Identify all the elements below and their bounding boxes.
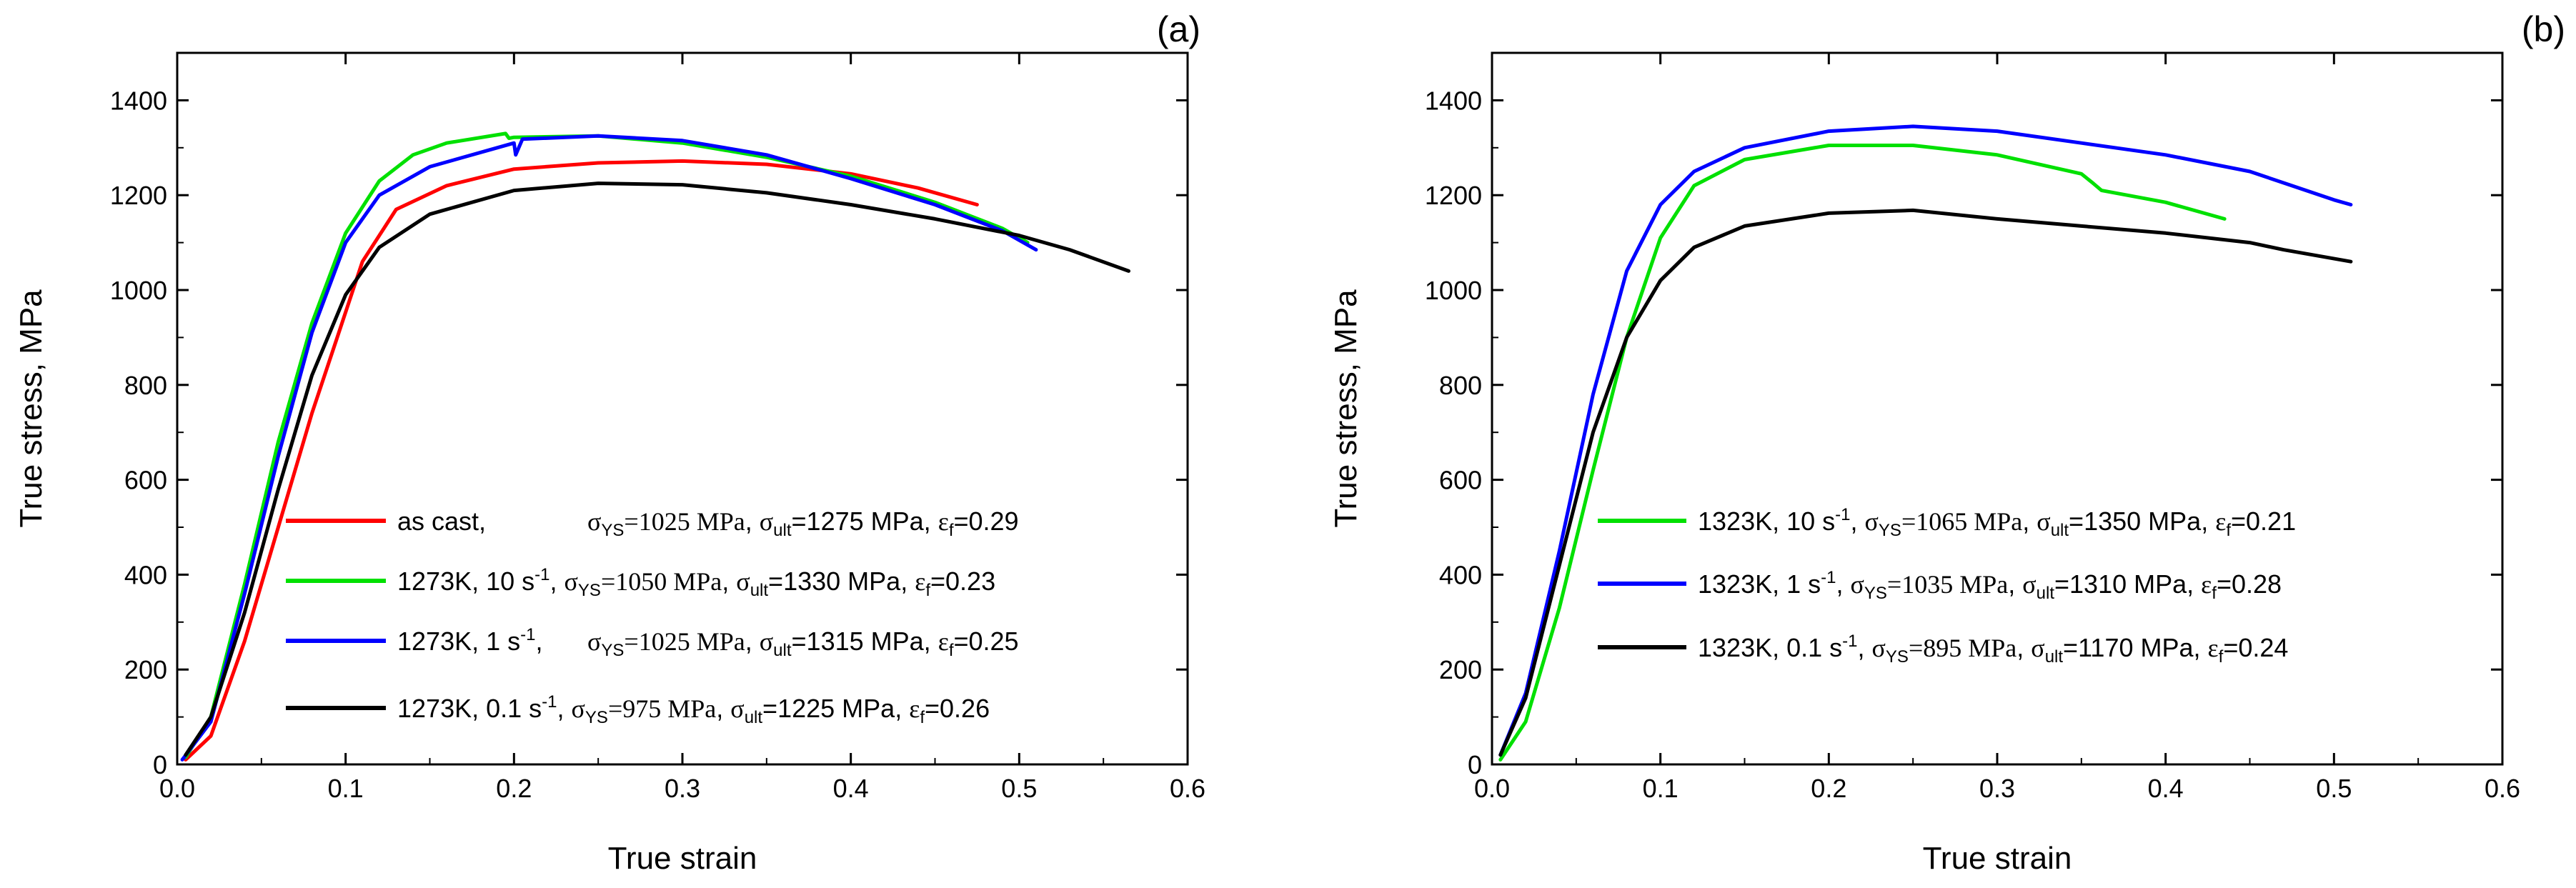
legend-ef-1273k-01: =0.26 — [925, 694, 990, 723]
panel-b-xtick-label-6: 0.6 — [2485, 774, 2520, 803]
legend-ult-1323k-1: =1310 MPa — [2054, 569, 2187, 599]
panel-b-xlabel: True strain — [1923, 841, 2072, 876]
panel-a-xtick-label-4: 0.4 — [833, 774, 869, 803]
panel-a-ytick-label-2: 400 — [124, 560, 167, 589]
panel-a-xtick-label-6: 0.6 — [1170, 774, 1205, 803]
svg-text:σYS=1025 MPa, σult=1315 MPa, ε: σYS=1025 MPa, σult=1315 MPa, εf=0.25 — [587, 627, 1019, 660]
panel-b-xtick-label-4: 0.4 — [2148, 774, 2184, 803]
panel-b-ytick-label-0: 0 — [1468, 750, 1482, 779]
svg-text:1273K, 10 s-1, σYS=1050 MPa, σ: 1273K, 10 s-1, σYS=1050 MPa, σult=1330 M… — [397, 565, 995, 600]
svg-text:1323K, 0.1 s-1, σYS=895 MPa, σ: 1323K, 0.1 s-1, σYS=895 MPa, σult=1170 M… — [1698, 632, 2288, 667]
panel-a-xtick-label-0: 0.0 — [159, 774, 195, 803]
panel-a-xtick-label-3: 0.3 — [665, 774, 700, 803]
legend-exp-1273k-10: -1 — [534, 565, 549, 584]
legend-condition-1323k-10: 1323K, 10 s — [1698, 507, 1835, 536]
legend-condition-as-cast: as cast, — [397, 507, 486, 536]
legend-ef-1273k-1: =0.25 — [953, 627, 1018, 656]
panel-b-xtick-label-1: 0.1 — [1643, 774, 1679, 803]
svg-text:1273K, 1 s-1,: 1273K, 1 s-1, — [397, 625, 542, 656]
panel-b-ytick-label-7: 1400 — [1425, 86, 1482, 115]
legend-ef-1323k-1: =0.28 — [2217, 569, 2282, 599]
legend-ult-1273k-1: =1315 MPa — [792, 627, 925, 656]
legend-ys-1273k-1: 1025 MPa — [639, 627, 745, 656]
legend-ys-1323k-1: 1035 MPa — [1901, 570, 2008, 599]
panel-b-ytick-label-5: 1000 — [1425, 276, 1482, 305]
legend-ys-1273k-10: 1050 MPa — [615, 567, 722, 596]
panel-b-label: (b) — [2522, 9, 2565, 49]
legend-ult-1273k-01: =1225 MPa — [762, 694, 895, 723]
legend-entry-1273k-1: 1273K, 1 s-1, σYS=1025 MPa, σult=1315 MP… — [286, 625, 1019, 660]
panel-a-ytick-label-3: 600 — [124, 466, 167, 495]
panel-a-ytick-label-7: 1400 — [110, 86, 167, 115]
panel-b-ytick-label-1: 200 — [1439, 655, 1482, 684]
panel-b-xtick-label-3: 0.3 — [1979, 774, 2015, 803]
legend-condition-1323k-01: 1323K, 0.1 s — [1698, 633, 1842, 662]
legend-ult-as-cast: =1275 MPa — [792, 507, 925, 536]
panel-b-ytick-label-6: 1200 — [1425, 181, 1482, 210]
panel-a-series-line-1 — [184, 131, 1030, 759]
panel-a-series-line-0 — [184, 159, 979, 762]
panel-a-xtick-label-2: 0.2 — [496, 774, 532, 803]
panel-a-xtick-label-5: 0.5 — [1001, 774, 1037, 803]
legend-ys-1273k-01: 975 MPa — [622, 694, 716, 723]
legend-ult-1323k-01: =1170 MPa — [2063, 633, 2194, 662]
panel-b-series-line-2 — [1498, 208, 2353, 757]
legend-exp-1273k-1: -1 — [520, 625, 535, 644]
legend-condition-1273k-01: 1273K, 0.1 s — [397, 694, 542, 723]
legend-ef-1323k-10: =0.21 — [2231, 507, 2296, 536]
panel-b-ytick-label-3: 600 — [1439, 466, 1482, 495]
legend-entry-1323k-10: 1323K, 10 s-1, σYS=1065 MPa, σult=1350 M… — [1598, 505, 2296, 540]
legend-entry-1323k-1: 1323K, 1 s-1, σYS=1035 MPa, σult=1310 MP… — [1598, 568, 2282, 603]
panel-b-xtick-label-5: 0.5 — [2316, 774, 2352, 803]
panel-b-xtick-label-0: 0.0 — [1474, 774, 1510, 803]
panel-a-ytick-label-6: 1200 — [110, 181, 167, 210]
svg-text:as cast,: as cast, — [397, 507, 486, 536]
legend-ys-1323k-01: 895 MPa — [1923, 634, 2016, 662]
panel-b-chart: 0.0 0.1 0.2 0.3 0.4 0.5 0.6 0 200 400 600 800 1000 12… — [1328, 9, 2565, 876]
panel-a-ytick-label-5: 1000 — [110, 276, 167, 305]
legend-ult-1323k-10: =1350 MPa — [2069, 507, 2202, 536]
panel-b-series-line-0 — [1498, 144, 2227, 762]
panel-a-xtick-label-1: 0.1 — [328, 774, 364, 803]
legend-exp-1273k-01: -1 — [542, 692, 557, 712]
panel-a-ytick-label-0: 0 — [153, 750, 167, 779]
panel-a-legend: as cast, σYS=1025 MPa, σult=1275 MPa, εf… — [286, 507, 1019, 727]
legend-ef-1273k-10: =0.23 — [930, 567, 995, 596]
legend-ef-as-cast: =0.29 — [953, 507, 1018, 536]
legend-entry-1273k-10: 1273K, 10 s-1, σYS=1050 MPa, σult=1330 M… — [286, 565, 995, 600]
svg-text:σYS=1025 MPa, σult=1275 MPa, ε: σYS=1025 MPa, σult=1275 MPa, εf=0.29 — [587, 507, 1019, 540]
legend-exp-1323k-01: -1 — [1842, 632, 1857, 651]
panel-b-ytick-label-2: 400 — [1439, 560, 1482, 589]
legend-condition-1273k-10: 1273K, 10 s — [397, 567, 534, 596]
legend-ult-1273k-10: =1330 MPa — [768, 567, 901, 596]
panel-a-ytick-label-1: 200 — [124, 655, 167, 684]
legend-condition-1323k-1: 1323K, 1 s — [1698, 569, 1821, 599]
legend-ys-1323k-10: 1065 MPa — [1916, 507, 2022, 536]
panel-a-xlabel: True strain — [608, 841, 757, 876]
panel-a-series-line-2 — [180, 134, 1038, 762]
legend-entry-as-cast: as cast, σYS=1025 MPa, σult=1275 MPa, εf… — [286, 507, 1019, 540]
panel-b-ylabel: True stress, MPa — [1328, 289, 1363, 528]
svg-text:1323K, 10 s-1, σYS=1065 MPa, σ: 1323K, 10 s-1, σYS=1065 MPa, σult=1350 M… — [1698, 505, 2296, 540]
legend-ef-1323k-01: =0.24 — [2223, 633, 2288, 662]
legend-condition-1273k-1: 1273K, 1 s — [397, 627, 520, 656]
svg-text:1323K, 1 s-1, σYS=1035 MPa, σu: 1323K, 1 s-1, σYS=1035 MPa, σult=1310 MP… — [1698, 568, 2282, 603]
svg-text:1273K, 0.1 s-1, σYS=975 MPa, σ: 1273K, 0.1 s-1, σYS=975 MPa, σult=1225 M… — [397, 692, 990, 727]
panel-a-ylabel: True stress, MPa — [14, 289, 49, 528]
legend-exp-1323k-10: -1 — [1835, 505, 1850, 524]
panel-a-chart: 0.0 0.1 0.2 0.3 0.4 0.5 0.6 0 200 400 600 800 1000 12… — [14, 9, 1205, 876]
legend-entry-1273k-01: 1273K, 0.1 s-1, σYS=975 MPa, σult=1225 M… — [286, 692, 990, 727]
panel-b-ytick-label-4: 800 — [1439, 371, 1482, 400]
panel-a-series-line-3 — [184, 181, 1130, 757]
panel-a-ytick-label-4: 800 — [124, 371, 167, 400]
legend-ys-as-cast: 1025 MPa — [639, 507, 745, 536]
legend-exp-1323k-1: -1 — [1821, 568, 1836, 587]
panel-b-xtick-label-2: 0.2 — [1811, 774, 1846, 803]
panel-b-legend: 1323K, 10 s-1, σYS=1065 MPa, σult=1350 M… — [1598, 505, 2296, 667]
panel-a-label: (a) — [1157, 9, 1200, 49]
panel-b-series-line-1 — [1498, 124, 2353, 757]
legend-entry-1323k-01: 1323K, 0.1 s-1, σYS=895 MPa, σult=1170 M… — [1598, 632, 2288, 667]
